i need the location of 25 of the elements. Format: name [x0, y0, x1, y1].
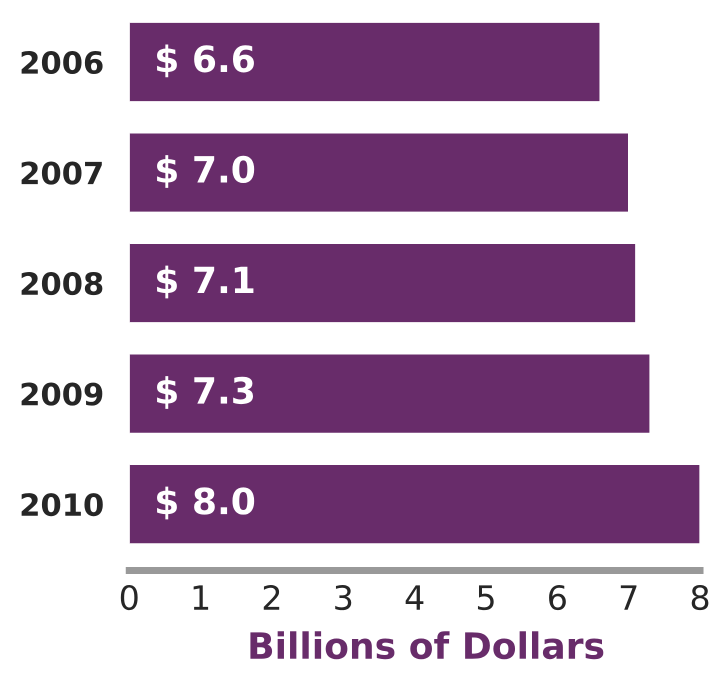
x-tick-label: 1: [194, 585, 208, 610]
x-tick-label: 5: [478, 585, 494, 610]
data-label: $ 7.0: [157, 155, 254, 188]
bar: [129, 22, 601, 102]
x-tick-label: 4: [406, 585, 424, 610]
bar: [129, 242, 637, 324]
data-label: $ 6.6: [157, 44, 254, 78]
bar: [129, 132, 630, 214]
x-tick-label: 0: [120, 584, 138, 610]
data-label: $ 7.3: [157, 376, 254, 409]
x-tick-label: 3: [335, 584, 352, 610]
y-tick-label: 2009: [22, 382, 102, 406]
y-tick-label: 2008: [22, 272, 102, 296]
y-tick-label: 2010: [22, 493, 103, 516]
bar: [129, 464, 700, 545]
y-tick-label: 2006: [22, 50, 103, 74]
data-label: $ 7.1: [157, 266, 254, 298]
x-tick-label: 8: [692, 584, 708, 610]
bar: [129, 353, 651, 434]
x-tick-label: 7: [620, 585, 636, 610]
x-tick-label: 6: [549, 584, 566, 610]
x-tick-label: 2: [264, 584, 280, 610]
x-axis-title: Billions of Dollars: [250, 631, 604, 660]
y-tick-label: 2007: [22, 161, 102, 185]
data-label: $ 8.0: [157, 486, 254, 520]
